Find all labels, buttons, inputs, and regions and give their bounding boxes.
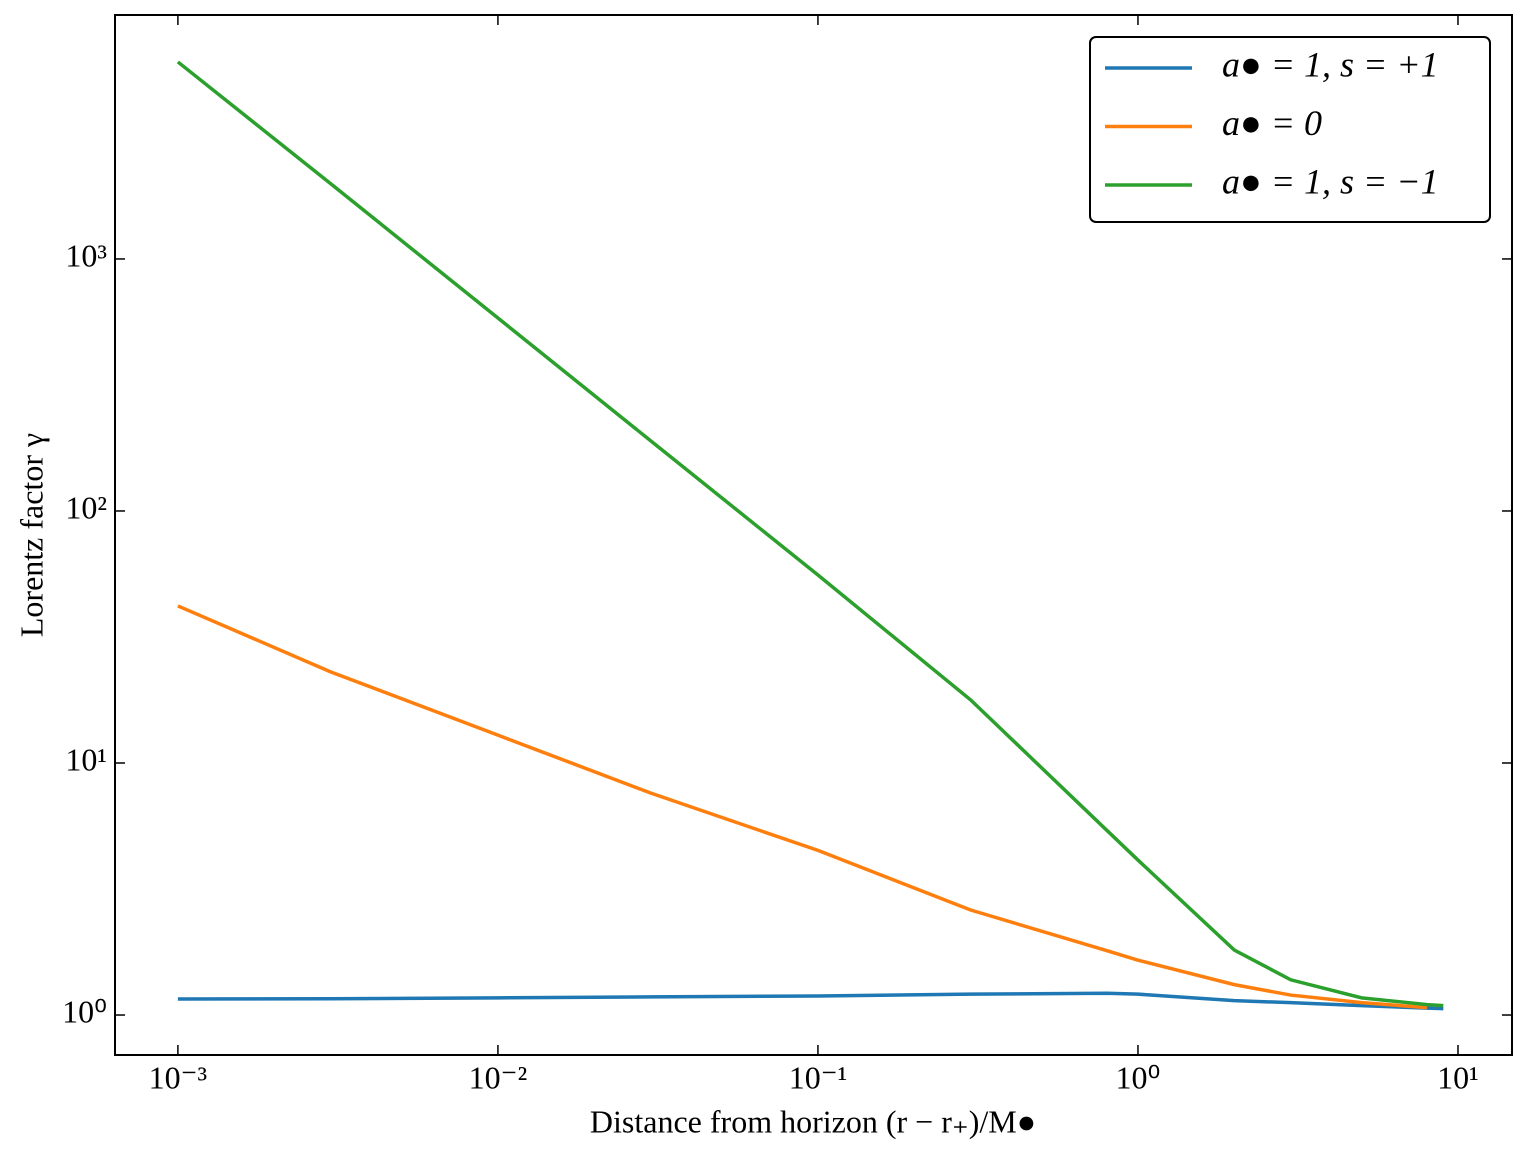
series-line (177, 604, 1428, 1010)
x-axis-label: Distance from horizon (r − r₊)/M● (590, 1103, 1036, 1139)
plot-frame (114, 14, 1513, 1056)
legend-label: a● = 1, s = −1 (1222, 161, 1439, 201)
legend-label: a● = 1, s = +1 (1222, 44, 1439, 84)
x-tick-label: 10⁻³ (149, 1059, 207, 1095)
legend-label: a● = 0 (1222, 103, 1322, 143)
x-tick-label: 10⁻¹ (789, 1059, 847, 1095)
y-tick-label: 10² (65, 489, 107, 525)
x-tick-label: 10⁰ (1116, 1059, 1161, 1095)
legend-box (1089, 36, 1491, 223)
series-line (176, 60, 1444, 1008)
y-tick-label: 10⁰ (62, 993, 107, 1029)
x-tick-label: 10⁻² (469, 1059, 527, 1095)
y-tick-label: 10¹ (65, 741, 107, 777)
legend: a● = 1, s = +1 a● = 0 a● = 1, s = −1 (1089, 36, 1491, 223)
x-tick-label: 10¹ (1437, 1059, 1479, 1095)
series-line (177, 991, 1444, 1011)
y-tick-label: 10³ (65, 237, 107, 273)
y-axis-label: Lorentz factor γ (13, 433, 49, 637)
